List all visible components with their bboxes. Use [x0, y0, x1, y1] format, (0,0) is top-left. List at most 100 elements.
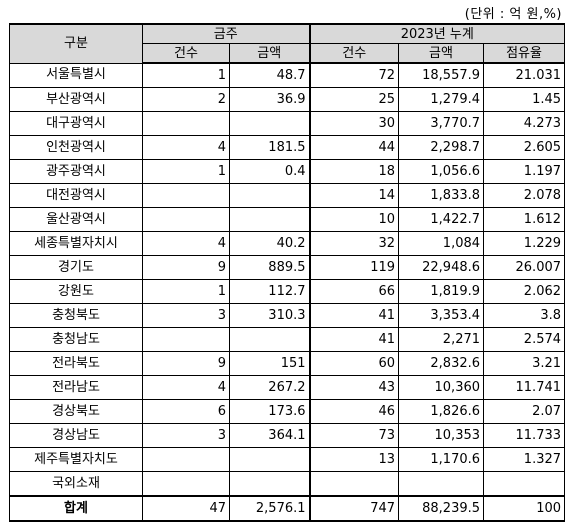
cell-cum-amount: 2,271 — [398, 327, 485, 352]
header-week-amount: 금액 — [228, 43, 311, 64]
cell-week-amount — [228, 447, 311, 472]
table-row: 경기도 9 889.5 119 22,948.6 26.007 — [9, 255, 566, 280]
cell-week-amount: 173.6 — [228, 399, 311, 424]
cell-share: 2.07 — [483, 399, 566, 424]
cell-week-amount: 151 — [228, 351, 311, 376]
cell-cum-count: 66 — [309, 279, 400, 304]
cell-share: 1.45 — [483, 87, 566, 112]
cell-cum-amount — [398, 471, 485, 497]
header-category: 구분 — [9, 23, 143, 64]
cell-cum-amount: 2,298.7 — [398, 135, 485, 160]
cell-week-amount: 112.7 — [228, 279, 311, 304]
cell-cum-amount: 1,826.6 — [398, 399, 485, 424]
cell-week-amount: 364.1 — [228, 423, 311, 448]
cell-share: 11.741 — [483, 375, 566, 400]
cell-week-count — [142, 207, 230, 232]
cell-share: 11.733 — [483, 423, 566, 448]
cell-week-amount: 40.2 — [228, 231, 311, 256]
table-row: 인천광역시 4 181.5 44 2,298.7 2.605 — [9, 135, 566, 160]
cell-cum-amount: 1,422.7 — [398, 207, 485, 232]
cell-week-count: 9 — [142, 351, 230, 376]
table-row: 울산광역시 10 1,422.7 1.612 — [9, 207, 566, 232]
cell-week-count — [142, 447, 230, 472]
cell-cum-count: 72 — [309, 62, 400, 88]
cell-region: 세종특별자치시 — [9, 231, 143, 256]
cell-week-amount: 181.5 — [228, 135, 311, 160]
cell-week-amount: 310.3 — [228, 303, 311, 328]
cell-week-count: 2 — [142, 87, 230, 112]
cell-week-amount — [228, 471, 311, 497]
table-body: 서울특별시 1 48.7 72 18,557.9 21.031 부산광역시 2 36.9 25 1,… — [9, 62, 566, 522]
cell-cum-count: 25 — [309, 87, 400, 112]
cell-cum-amount: 1,056.6 — [398, 159, 485, 184]
header-week-count: 건수 — [142, 43, 230, 64]
cell-week-count: 3 — [142, 303, 230, 328]
cell-share — [483, 471, 566, 497]
cell-cum-count: 60 — [309, 351, 400, 376]
cell-cum-count: 18 — [309, 159, 400, 184]
table-row: 국외소재 — [9, 471, 566, 497]
cell-cum-count: 14 — [309, 183, 400, 208]
cell-region: 부산광역시 — [9, 87, 143, 112]
cell-share: 2.078 — [483, 183, 566, 208]
cell-cum-amount: 1,819.9 — [398, 279, 485, 304]
cell-region: 대구광역시 — [9, 111, 143, 136]
cell-cum-amount: 1,084 — [398, 231, 485, 256]
cell-cum-count — [309, 471, 400, 497]
cell-week-amount: 889.5 — [228, 255, 311, 280]
table-row: 세종특별자치시 4 40.2 32 1,084 1.229 — [9, 231, 566, 256]
cell-region: 충청남도 — [9, 327, 143, 352]
table-row: 전라남도 4 267.2 43 10,360 11.741 — [9, 375, 566, 400]
table-row: 대전광역시 14 1,833.8 2.078 — [9, 183, 566, 208]
cell-week-count: 4 — [142, 231, 230, 256]
cell-cum-count: 32 — [309, 231, 400, 256]
cell-week-count: 47 — [142, 495, 230, 522]
table-row: 경상북도 6 173.6 46 1,826.6 2.07 — [9, 399, 566, 424]
header-cum-count: 건수 — [309, 43, 400, 64]
cell-region: 충청북도 — [9, 303, 143, 328]
cell-cum-count: 30 — [309, 111, 400, 136]
cell-cum-count: 119 — [309, 255, 400, 280]
cell-share: 2.574 — [483, 327, 566, 352]
cell-week-count: 3 — [142, 423, 230, 448]
cell-cum-count: 13 — [309, 447, 400, 472]
cell-cum-amount: 1,833.8 — [398, 183, 485, 208]
cell-share: 1.612 — [483, 207, 566, 232]
cell-week-amount: 2,576.1 — [228, 495, 311, 522]
region-stats-table: 구분 금주 2023년 누계 건수 금액 건수 금액 점유율 서울특별시 1 48.… — [9, 23, 566, 522]
cell-region: 울산광역시 — [9, 207, 143, 232]
cell-cum-count: 41 — [309, 303, 400, 328]
cell-region: 전라남도 — [9, 375, 143, 400]
cell-week-count — [142, 471, 230, 497]
cell-region: 경상남도 — [9, 423, 143, 448]
cell-share: 1.229 — [483, 231, 566, 256]
cell-week-amount: 36.9 — [228, 87, 311, 112]
cell-cum-amount: 88,239.5 — [398, 495, 485, 522]
cell-week-count: 4 — [142, 375, 230, 400]
cell-region: 강원도 — [9, 279, 143, 304]
cell-week-count: 9 — [142, 255, 230, 280]
table-row: 충청남도 41 2,271 2.574 — [9, 327, 566, 352]
cell-region: 광주광역시 — [9, 159, 143, 184]
header-share: 점유율 — [483, 43, 566, 64]
cell-region: 서울특별시 — [9, 62, 143, 88]
total-row: 합계 47 2,576.1 747 88,239.5 100 — [9, 495, 566, 522]
cell-cum-amount: 3,770.7 — [398, 111, 485, 136]
cell-week-count — [142, 111, 230, 136]
table-row: 제주특별자치도 13 1,170.6 1.327 — [9, 447, 566, 472]
cell-share: 3.8 — [483, 303, 566, 328]
cell-cum-amount: 10,360 — [398, 375, 485, 400]
cell-week-count: 4 — [142, 135, 230, 160]
cell-cum-amount: 18,557.9 — [398, 62, 485, 88]
cell-region: 경상북도 — [9, 399, 143, 424]
cell-share: 2.062 — [483, 279, 566, 304]
cell-week-amount: 267.2 — [228, 375, 311, 400]
table-row: 대구광역시 30 3,770.7 4.273 — [9, 111, 566, 136]
cell-region: 합계 — [9, 495, 143, 522]
table-row: 경상남도 3 364.1 73 10,353 11.733 — [9, 423, 566, 448]
cell-week-count — [142, 327, 230, 352]
cell-share: 1.197 — [483, 159, 566, 184]
cell-week-amount — [228, 183, 311, 208]
cell-share: 100 — [483, 495, 566, 522]
table-row: 부산광역시 2 36.9 25 1,279.4 1.45 — [9, 87, 566, 112]
